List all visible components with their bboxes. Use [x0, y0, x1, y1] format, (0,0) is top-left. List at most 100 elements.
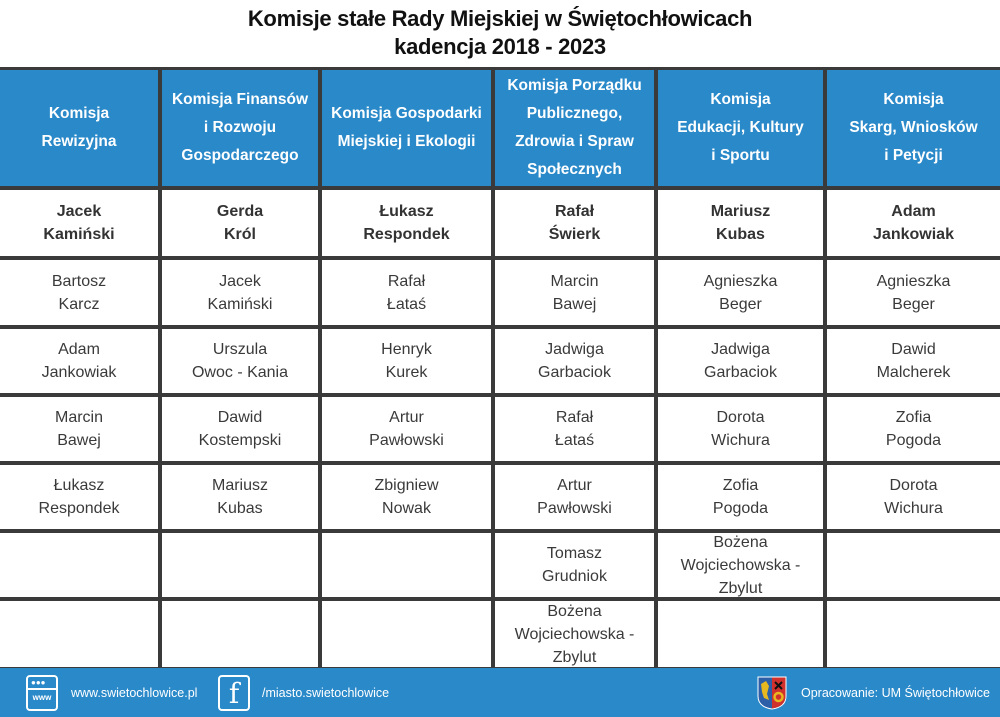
committee-member-cell	[322, 601, 491, 667]
footer-bar: ●●● www www.swietochlowice.pl f /miasto.…	[0, 668, 1000, 717]
committee-member-cell: Artur Pawłowski	[322, 397, 491, 461]
committee-member-cell	[162, 601, 318, 667]
committee-name: Komisja Rewizyjna	[41, 105, 117, 150]
committee-name: Komisja Finansów i Rozwoju Gospodarczego	[171, 91, 309, 164]
member-name: Marcin Bawej	[550, 272, 599, 313]
chair-name: Rafał Świerk	[548, 203, 601, 243]
committee-member-cell	[162, 533, 318, 597]
committee-member-cell	[322, 533, 491, 597]
member-name: Zofia Pogoda	[885, 409, 942, 449]
committee-name: Komisja Porządku Publicznego, Zdrowia i …	[507, 77, 642, 178]
member-name: Jadwiga Garbaciok	[538, 341, 611, 381]
committee-member-cell: Łukasz Respondek	[0, 465, 158, 529]
committee-header: Komisja Skarg, Wniosków i Petycji	[827, 70, 1000, 186]
website-text: www.swietochlowice.pl	[71, 685, 198, 700]
title-line-1: Komisje stałe Rady Miejskiej w Świętochł…	[247, 6, 753, 31]
committee-member-cell	[827, 601, 1000, 667]
facebook-icon: f	[218, 674, 250, 711]
committee-chair-cell: Adam Jankowiak	[827, 190, 1000, 256]
committee-member-cell	[827, 533, 1000, 597]
committee-member-cell: Jacek Kamiński	[162, 260, 318, 325]
member-name: Urszula Owoc - Kania	[191, 341, 289, 381]
committee-name: Komisja Skarg, Wniosków i Petycji	[849, 91, 978, 164]
committee-member-cell: Zofia Pogoda	[658, 465, 823, 529]
member-name: Marcin Bawej	[54, 409, 103, 449]
chair-name: Jacek Kamiński	[43, 203, 115, 243]
committee-member-cell: Agnieszka Beger	[827, 260, 1000, 325]
chair-name: Adam Jankowiak	[873, 203, 954, 243]
committee-member-cell: Rafał Łataś	[322, 260, 491, 325]
committee-header: Komisja Finansów i Rozwoju Gospodarczego	[162, 70, 318, 186]
member-name: Agnieszka Beger	[876, 272, 951, 313]
facebook-link[interactable]: f /miasto.swietochlowice	[218, 668, 389, 717]
member-name: Bożena Wojciechowska - Zbylut	[514, 602, 635, 666]
member-name: Bartosz Karcz	[51, 272, 107, 313]
committee-member-cell: Agnieszka Beger	[658, 260, 823, 325]
city-coat-of-arms-icon	[757, 676, 787, 710]
committee-chair-cell: Łukasz Respondek	[322, 190, 491, 256]
member-name: Adam Jankowiak	[41, 341, 117, 381]
facebook-text: /miasto.swietochlowice	[262, 685, 390, 700]
committee-member-cell: Adam Jankowiak	[0, 329, 158, 393]
committee-chair-cell: Jacek Kamiński	[0, 190, 158, 256]
member-name: Rafał Łataś	[386, 272, 427, 313]
committee-header: Komisja Gospodarki Miejskiej i Ekologii	[322, 70, 491, 186]
committee-header: Komisja Edukacji, Kultury i Sportu	[658, 70, 823, 186]
committee-member-cell: Marcin Bawej	[0, 397, 158, 461]
member-name: Artur Pawłowski	[369, 409, 444, 449]
committee-member-cell: Dawid Malcherek	[827, 329, 1000, 393]
credit: Opracowanie: UM Świętochłowice	[757, 668, 990, 717]
member-name: Dawid Malcherek	[876, 341, 951, 381]
committee-header: Komisja Rewizyjna	[0, 70, 158, 186]
committee-member-cell	[0, 601, 158, 667]
committee-member-cell: Dawid Kostempski	[162, 397, 318, 461]
committee-member-cell: Bożena Wojciechowska - Zbylut	[658, 533, 823, 597]
website-link[interactable]: ●●● www www.swietochlowice.pl	[26, 668, 197, 717]
member-name: Zofia Pogoda	[712, 477, 769, 517]
committee-chair-cell: Gerda Król	[162, 190, 318, 256]
member-name: Mariusz Kubas	[211, 477, 268, 517]
committee-chair-cell: Mariusz Kubas	[658, 190, 823, 256]
member-name: Jadwiga Garbaciok	[704, 341, 777, 381]
member-name: Artur Pawłowski	[537, 477, 612, 517]
committee-member-cell: Dorota Wichura	[658, 397, 823, 461]
document-title: Komisje stałe Rady Miejskiej w Świętochł…	[0, 0, 1000, 68]
committee-member-cell: Marcin Bawej	[495, 260, 654, 325]
committee-member-cell: Zofia Pogoda	[827, 397, 1000, 461]
committee-member-cell: Mariusz Kubas	[162, 465, 318, 529]
committee-chair-cell: Rafał Świerk	[495, 190, 654, 256]
member-name: Zbigniew Nowak	[374, 477, 439, 517]
committee-member-cell: Urszula Owoc - Kania	[162, 329, 318, 393]
committee-name: Komisja Edukacji, Kultury i Sportu	[677, 91, 804, 164]
committee-header: Komisja Porządku Publicznego, Zdrowia i …	[495, 70, 654, 186]
committee-member-cell	[658, 601, 823, 667]
member-name: Bożena Wojciechowska - Zbylut	[680, 533, 801, 597]
member-name: Dorota Wichura	[884, 477, 943, 517]
committee-member-cell: Bartosz Karcz	[0, 260, 158, 325]
member-name: Dorota Wichura	[711, 409, 770, 449]
committee-member-cell: Tomasz Grudniok	[495, 533, 654, 597]
member-name: Jacek Kamiński	[207, 272, 273, 313]
committee-member-cell: Zbigniew Nowak	[322, 465, 491, 529]
member-name: Łukasz Respondek	[38, 477, 120, 517]
committee-member-cell: Bożena Wojciechowska - Zbylut	[495, 601, 654, 667]
committee-member-cell: Dorota Wichura	[827, 465, 1000, 529]
chair-name: Gerda Król	[216, 203, 264, 243]
chair-name: Mariusz Kubas	[710, 203, 771, 243]
credit-text: Opracowanie: UM Świętochłowice	[801, 685, 990, 700]
member-name: Rafał Łataś	[554, 409, 595, 449]
committee-member-cell: Artur Pawłowski	[495, 465, 654, 529]
committee-member-cell: Jadwiga Garbaciok	[495, 329, 654, 393]
committees-table: Komisja Rewizyjna Jacek Kamiński Bartosz K…	[0, 67, 1000, 668]
member-name: Henryk Kurek	[381, 341, 432, 381]
browser-www-icon: ●●● www	[26, 674, 58, 711]
committee-member-cell	[0, 533, 158, 597]
member-name: Agnieszka Beger	[703, 272, 778, 313]
chair-name: Łukasz Respondek	[363, 203, 450, 243]
committee-member-cell: Jadwiga Garbaciok	[658, 329, 823, 393]
committee-member-cell: Henryk Kurek	[322, 329, 491, 393]
committee-member-cell: Rafał Łataś	[495, 397, 654, 461]
member-name: Tomasz Grudniok	[542, 545, 607, 585]
committee-name: Komisja Gospodarki Miejskiej i Ekologii	[331, 105, 482, 150]
member-name: Dawid Kostempski	[198, 409, 282, 449]
